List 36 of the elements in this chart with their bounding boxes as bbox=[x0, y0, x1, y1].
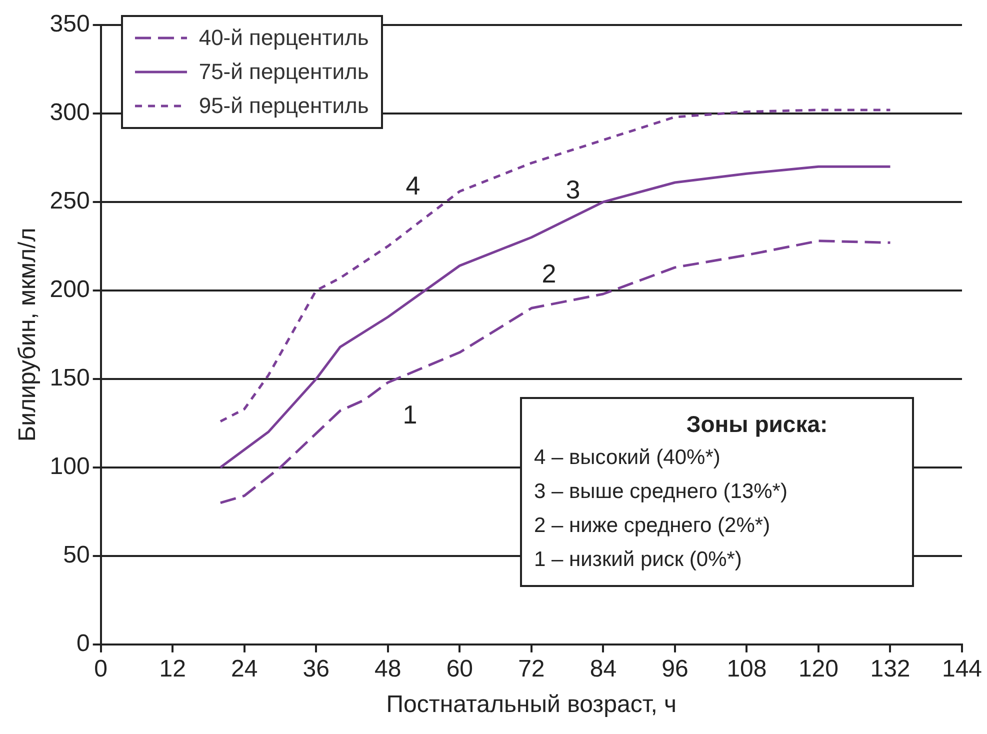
x-axis-title: Постнатальный возраст, ч bbox=[386, 691, 677, 718]
annotation: 2 – ниже среднего (2%*) bbox=[534, 513, 772, 539]
legend-label: 95-й перцентиль bbox=[198, 93, 369, 119]
x-tick-label: 12 bbox=[159, 655, 186, 682]
x-tick-label: 24 bbox=[231, 655, 258, 682]
annotation: 2 bbox=[542, 258, 556, 290]
y-axis-title: Билирубин, мкмл/л bbox=[14, 228, 42, 442]
x-tick-label: 48 bbox=[374, 655, 402, 682]
annotation: 1 – низкий риск (0%*) bbox=[534, 547, 743, 573]
annotation: 4 bbox=[406, 170, 420, 202]
y-tick-label: 350 bbox=[50, 10, 90, 38]
annotation: Зоны риска: bbox=[685, 410, 829, 439]
x-tick-label: 84 bbox=[590, 655, 617, 682]
legend-label: 75-й перцентиль bbox=[198, 59, 369, 85]
x-tick-label: 108 bbox=[726, 655, 767, 682]
x-tick-label: 72 bbox=[518, 655, 545, 682]
line-series bbox=[219, 240, 892, 504]
legend-label: 40-й перцентиль bbox=[198, 25, 369, 51]
y-tick-label: 50 bbox=[63, 542, 90, 569]
x-tick-label: 120 bbox=[798, 655, 838, 682]
y-tick-label: 100 bbox=[50, 453, 90, 480]
annotation: 4 – высокий (40%*) bbox=[534, 445, 722, 471]
annotation: 3 bbox=[566, 174, 580, 206]
y-tick-label: 250 bbox=[50, 188, 90, 215]
x-tick-label: 60 bbox=[446, 655, 474, 682]
x-tick-label: 144 bbox=[942, 655, 982, 682]
annotation: 1 bbox=[402, 400, 418, 430]
y-tick-label: 150 bbox=[50, 364, 90, 392]
y-tick-label: 300 bbox=[50, 99, 90, 126]
x-tick-label: 0 bbox=[94, 655, 108, 682]
y-tick-label: 200 bbox=[50, 276, 90, 304]
x-tick-label: 36 bbox=[302, 655, 330, 682]
y-tick-label: 0 bbox=[76, 630, 90, 658]
x-tick-label: 132 bbox=[870, 655, 910, 682]
annotation: 3 – выше среднего (13%*) bbox=[534, 479, 788, 505]
x-tick-label: 96 bbox=[662, 655, 688, 682]
